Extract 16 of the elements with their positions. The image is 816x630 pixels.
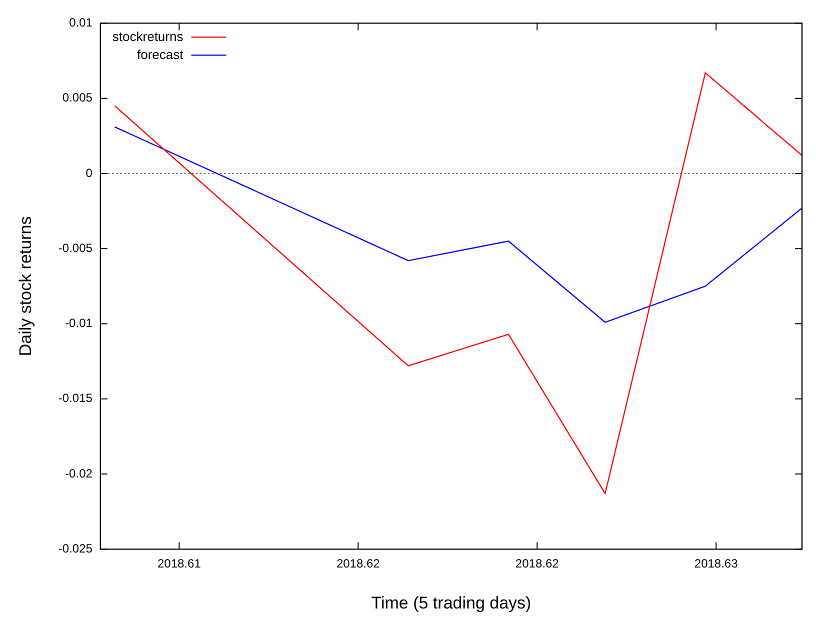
x-tick-label: 2018.61 bbox=[157, 556, 202, 571]
y-tick-label: -0.02 bbox=[65, 466, 93, 480]
y-tick-label: 0 bbox=[86, 166, 93, 180]
x-tick-label: 2018.62 bbox=[515, 556, 560, 571]
y-tick-label: -0.01 bbox=[65, 316, 93, 330]
legend-label: forecast bbox=[136, 46, 184, 62]
legend-label: stockreturns bbox=[112, 28, 184, 44]
x-tick-label: 2018.62 bbox=[336, 556, 380, 571]
y-axis-title: Daily stock returns bbox=[16, 216, 35, 356]
x-tick-label: 2018.63 bbox=[694, 556, 738, 571]
x-axis-title: Time (5 trading days) bbox=[371, 593, 532, 612]
y-tick-label: 0.005 bbox=[62, 90, 93, 105]
y-tick-label: -0.015 bbox=[58, 391, 93, 406]
y-tick-label: -0.005 bbox=[58, 240, 93, 255]
y-tick-label: -0.025 bbox=[58, 542, 93, 556]
y-tick-label: 0.01 bbox=[69, 16, 93, 30]
